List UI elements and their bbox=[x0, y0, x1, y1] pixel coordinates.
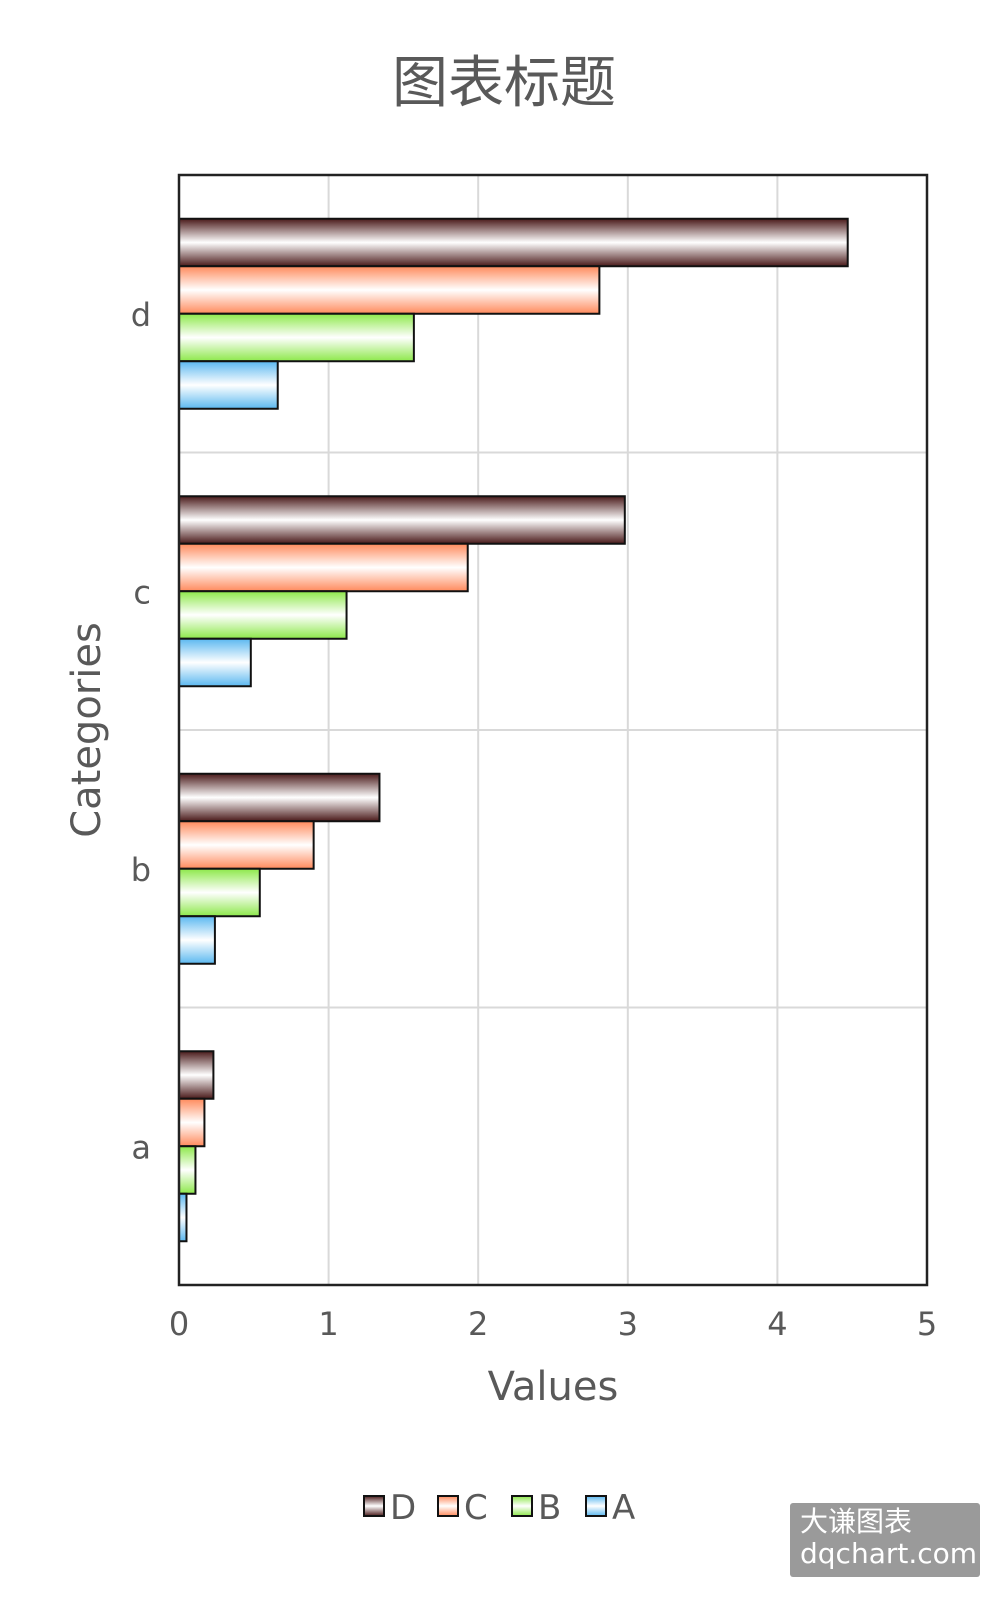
x-tick-label: 0 bbox=[169, 1305, 189, 1343]
x-axis-label: Values bbox=[488, 1364, 619, 1410]
bar-B-d bbox=[178, 312, 415, 363]
legend-label-B: B bbox=[538, 1488, 561, 1528]
x-tick-label: 1 bbox=[318, 1305, 338, 1343]
watermark-line-2: dqchart.com bbox=[800, 1537, 978, 1570]
legend-swatch-D bbox=[363, 1495, 385, 1517]
x-tick-label: 5 bbox=[917, 1305, 937, 1343]
y-axis-label: Categories bbox=[64, 622, 110, 838]
watermark-line-1: 大谦图表 bbox=[800, 1505, 913, 1538]
chart-title: 图表标题 bbox=[392, 51, 616, 116]
bar-B-a bbox=[178, 1145, 197, 1195]
plot-border bbox=[177, 173, 929, 1287]
legend-label-A: A bbox=[612, 1488, 635, 1528]
y-tick-label: a bbox=[131, 1128, 151, 1166]
bar-C-d bbox=[178, 265, 601, 315]
bar-D-b bbox=[178, 772, 381, 823]
x-tick-label: 2 bbox=[468, 1305, 488, 1343]
legend-swatch-B bbox=[511, 1495, 533, 1517]
legend-label-C: C bbox=[464, 1488, 488, 1528]
bar-C-b bbox=[178, 820, 315, 870]
bar-B-b bbox=[178, 867, 261, 918]
watermark: 大谦图表 dqchart.com bbox=[790, 1503, 980, 1577]
bar-A-b bbox=[178, 915, 216, 965]
bar-C-a bbox=[178, 1097, 206, 1148]
legend-swatch-A bbox=[585, 1495, 607, 1517]
bar-D-c bbox=[178, 495, 626, 545]
y-tick-label: b bbox=[131, 851, 151, 889]
bar-A-c bbox=[178, 637, 252, 688]
x-tick-label: 3 bbox=[618, 1305, 638, 1343]
bar-B-c bbox=[178, 590, 348, 640]
legend-label-D: D bbox=[390, 1488, 416, 1528]
y-tick-label: c bbox=[133, 573, 151, 611]
bar-A-d bbox=[178, 360, 279, 410]
bar-C-c bbox=[178, 542, 469, 593]
y-tick-label: d bbox=[131, 296, 151, 334]
x-tick-label: 4 bbox=[767, 1305, 787, 1343]
bar-D-d bbox=[178, 217, 849, 268]
bar-D-a bbox=[178, 1050, 215, 1100]
legend-swatch-C bbox=[437, 1495, 459, 1517]
